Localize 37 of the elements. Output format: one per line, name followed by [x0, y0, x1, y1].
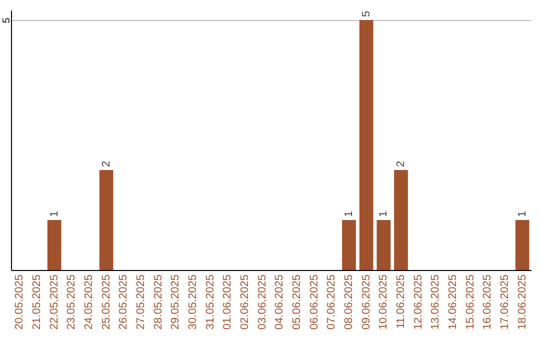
data-label: 1 [378, 210, 390, 217]
data-label: 2 [100, 160, 112, 167]
data-label: 1 [516, 210, 528, 217]
x-tick-label: 27.05.2025 [135, 274, 147, 330]
x-tick-label: 25.05.2025 [100, 274, 112, 330]
x-tick-label: 09.06.2025 [360, 274, 372, 330]
x-tick-label: 23.05.2025 [66, 274, 78, 330]
x-tick-label: 08.06.2025 [343, 274, 355, 330]
x-tick-label: 24.05.2025 [83, 274, 95, 330]
x-tick-label: 03.06.2025 [256, 274, 268, 330]
data-label: 5 [360, 10, 372, 17]
x-tick-label: 06.06.2025 [308, 274, 320, 330]
x-tick-label: 07.06.2025 [326, 274, 338, 330]
x-tick-label: 28.05.2025 [152, 274, 164, 330]
x-tick-label: 05.06.2025 [291, 274, 303, 330]
x-tick-label: 04.06.2025 [274, 274, 286, 330]
data-label: 2 [395, 160, 407, 167]
x-tick-label: 29.05.2025 [170, 274, 182, 330]
x-tick-label: 15.06.2025 [464, 274, 476, 330]
x-tick-label: 17.06.2025 [499, 274, 511, 330]
x-tick-label: 21.05.2025 [31, 274, 43, 330]
x-tick-label: 14.06.2025 [447, 274, 459, 330]
x-tick-label: 22.05.2025 [48, 274, 60, 330]
x-tick-label: 11.06.2025 [395, 274, 407, 329]
x-tick-label: 31.05.2025 [204, 274, 216, 330]
x-tick-label: 26.05.2025 [118, 274, 130, 330]
x-tick-label: 16.06.2025 [482, 274, 494, 330]
x-tick-label: 02.06.2025 [239, 274, 251, 330]
x-tick-label: 01.06.2025 [222, 274, 234, 330]
x-tick-label: 18.06.2025 [516, 274, 528, 330]
x-tick-label: 20.05.2025 [14, 274, 26, 330]
data-label: 1 [48, 210, 60, 217]
x-tick-label: 30.05.2025 [187, 274, 199, 330]
x-tick-label: 13.06.2025 [430, 274, 442, 330]
x-tick-label: 10.06.2025 [378, 274, 390, 330]
x-tick-label: 12.06.2025 [412, 274, 424, 330]
data-label: 1 [343, 210, 355, 217]
